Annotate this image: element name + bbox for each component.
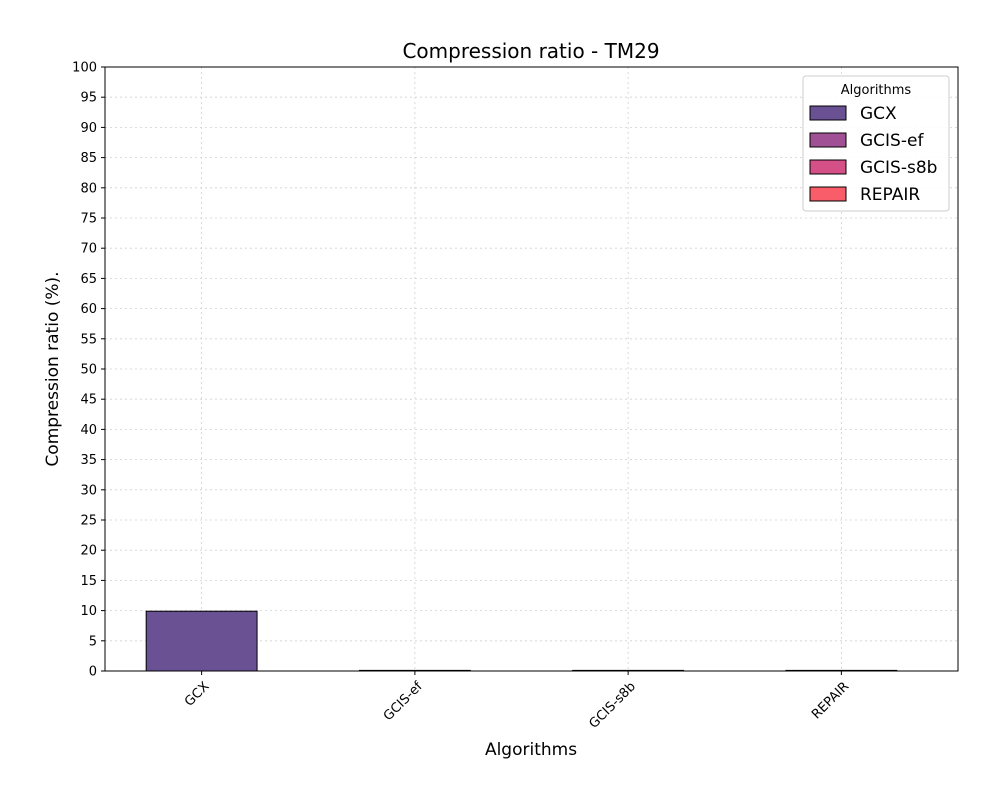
legend-swatch-gcx	[809, 105, 847, 121]
legend-label: REPAIR	[860, 185, 920, 205]
y-tick-label: 15	[80, 574, 97, 589]
y-tick-label: 60	[80, 302, 97, 317]
legend-label: GCX	[860, 104, 897, 124]
y-tick-label: 50	[80, 363, 97, 378]
legend-swatch-gcis-ef	[809, 132, 847, 148]
y-tick-label: 70	[80, 242, 97, 257]
x-tick-label: GCIS-ef	[381, 679, 426, 724]
y-tick-label: 80	[80, 181, 97, 196]
legend-label: GCIS-s8b	[860, 158, 937, 178]
x-axis: GCX GCIS-ef GCIS-s8b REPAIR	[182, 671, 852, 732]
y-tick-label: 65	[80, 272, 97, 287]
y-tick-label: 95	[80, 91, 97, 106]
y-tick-label: 0	[89, 665, 97, 680]
x-tick-label: REPAIR	[809, 679, 852, 722]
legend-swatch-repair	[809, 186, 847, 202]
y-axis-title: Compression ratio (%).	[43, 271, 63, 466]
y-tick-label: 100	[72, 61, 97, 76]
legend-label: GCIS-ef	[860, 131, 924, 151]
y-tick-label: 20	[80, 544, 97, 559]
y-tick-label: 25	[80, 514, 97, 529]
y-tick-label: 5	[89, 634, 97, 649]
chart-title: Compression ratio - TM29	[402, 39, 659, 63]
x-tick-label: GCX	[182, 679, 213, 710]
legend-swatch-gcis-s8b	[809, 159, 847, 175]
y-tick-label: 90	[80, 121, 97, 136]
bar-gcx	[145, 610, 258, 672]
legend-title: Algorithms	[841, 83, 912, 98]
y-tick-label: 85	[80, 151, 97, 166]
x-tick-label: GCIS-s8b	[586, 679, 638, 731]
y-tick-label: 40	[80, 423, 97, 438]
y-axis: 0 5 10 15 20 25 30 35 40 45 50 55 60 65 70 75 80 85 90 95 10…	[72, 61, 105, 680]
y-tick-label: 45	[80, 393, 97, 408]
y-tick-label: 10	[80, 604, 97, 619]
y-tick-label: 75	[80, 212, 97, 227]
x-axis-title: Algorithms	[485, 740, 577, 760]
y-tick-label: 35	[80, 453, 97, 468]
legend: Algorithms GCX GCIS-ef GCIS-s8b REPAIR	[802, 75, 950, 212]
y-tick-label: 55	[80, 332, 97, 347]
y-tick-label: 30	[80, 483, 97, 498]
